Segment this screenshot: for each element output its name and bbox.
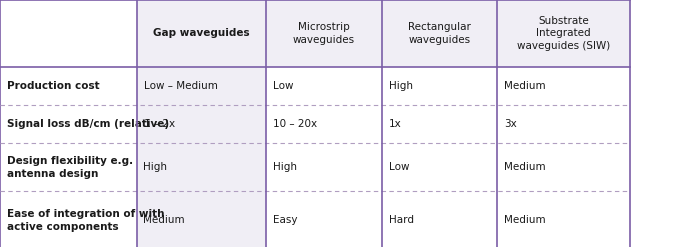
Bar	[266, 0, 382, 67]
Text: Medium: Medium	[144, 215, 185, 226]
Text: Medium: Medium	[504, 215, 545, 226]
Text: Low: Low	[273, 81, 293, 91]
Text: High: High	[389, 81, 412, 91]
Text: 10 – 20x: 10 – 20x	[273, 119, 317, 129]
Text: High: High	[273, 162, 297, 172]
Text: Ease of integration of with
active components: Ease of integration of with active compo…	[7, 209, 164, 232]
Text: Easy: Easy	[273, 215, 298, 226]
Text: Hard: Hard	[389, 215, 414, 226]
Text: Gap waveguides: Gap waveguides	[153, 28, 250, 38]
Bar	[136, 0, 266, 67]
Text: High: High	[144, 162, 167, 172]
Text: Medium: Medium	[504, 162, 545, 172]
Text: 1x: 1x	[389, 119, 401, 129]
Text: Medium: Medium	[504, 81, 545, 91]
Text: 1 – 2x: 1 – 2x	[144, 119, 174, 129]
Text: 3x: 3x	[504, 119, 517, 129]
Text: Production cost: Production cost	[7, 81, 99, 91]
Bar	[497, 0, 630, 67]
Text: Substrate
Integrated
waveguides (SIW): Substrate Integrated waveguides (SIW)	[517, 16, 610, 51]
Text: Low: Low	[389, 162, 409, 172]
Text: Microstrip
waveguides: Microstrip waveguides	[293, 22, 355, 45]
Text: Signal loss dB/cm (relative): Signal loss dB/cm (relative)	[7, 119, 169, 129]
Text: Low – Medium: Low – Medium	[144, 81, 218, 91]
Bar	[136, 0, 266, 247]
Text: Design flexibility e.g.
antenna design: Design flexibility e.g. antenna design	[7, 156, 133, 179]
Bar	[382, 0, 497, 67]
Text: Rectangular
waveguides: Rectangular waveguides	[408, 22, 470, 45]
